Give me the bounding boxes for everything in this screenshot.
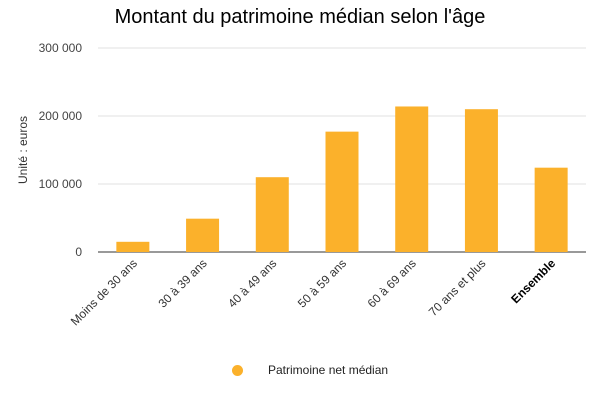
y-tick-label: 0: [75, 245, 82, 259]
x-tick-label: 40 à 49 ans: [225, 256, 279, 310]
y-axis-title: Unité : euros: [16, 116, 30, 184]
bar: [395, 106, 429, 252]
legend-label: Patrimoine net médian: [268, 363, 389, 377]
bar: [325, 131, 359, 252]
bar: [186, 218, 220, 252]
x-tick-label: 30 à 39 ans: [155, 256, 209, 310]
x-tick-label: Moins de 30 ans: [68, 256, 140, 328]
y-tick-label: 300 000: [39, 41, 83, 55]
bar: [116, 241, 150, 252]
bar: [255, 177, 289, 252]
y-tick-label: 200 000: [39, 109, 83, 123]
bar: [464, 109, 498, 252]
x-tick-label: 60 à 69 ans: [365, 256, 419, 310]
y-tick-label: 100 000: [39, 177, 83, 191]
legend: Patrimoine net médian: [0, 362, 600, 380]
x-tick-label: Ensemble: [508, 256, 558, 306]
chart-title: Montant du patrimoine médian selon l'âge: [114, 6, 486, 28]
x-tick-label: 50 à 59 ans: [295, 256, 349, 310]
bar: [534, 167, 568, 252]
x-tick-label: 70 ans et plus: [426, 256, 489, 319]
legend-swatch: [232, 365, 243, 376]
